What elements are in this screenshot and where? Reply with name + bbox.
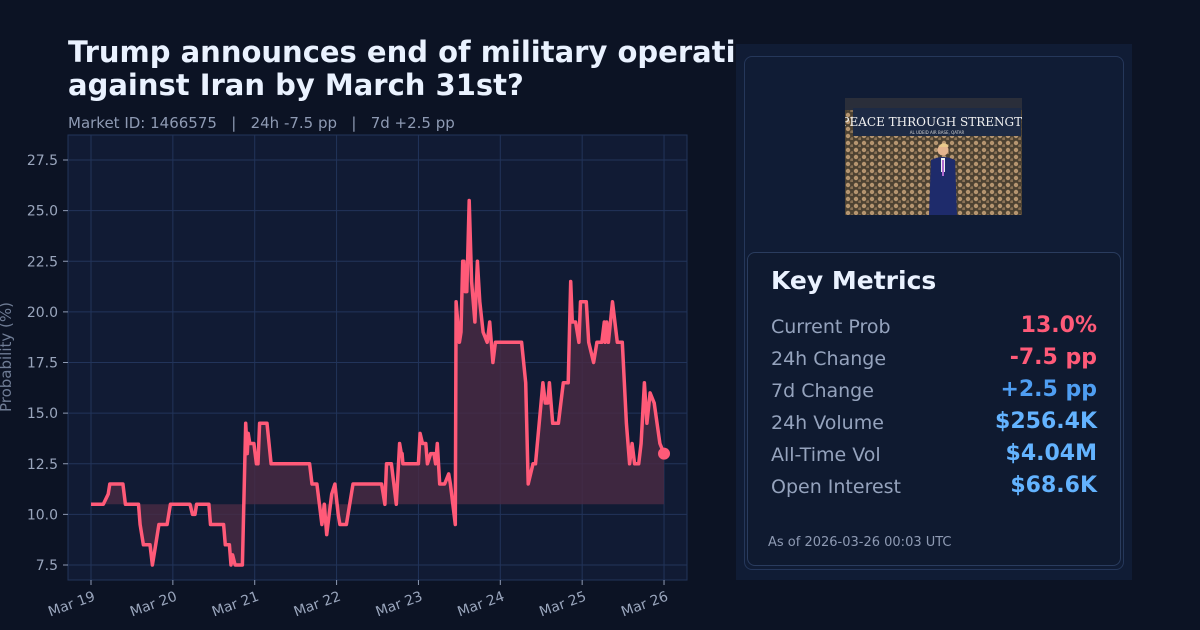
- y-tick-label: 25.0: [27, 204, 58, 220]
- y-tick-label: 15.0: [27, 406, 58, 422]
- market-subtitle: Market ID: 1466575 | 24h -7.5 pp | 7d +2…: [68, 114, 455, 132]
- y-tick-label: 27.5: [27, 153, 58, 169]
- x-tick-label: Mar 22: [292, 589, 343, 621]
- y-axis-label: Probability (%): [0, 302, 15, 412]
- x-tick-label: Mar 25: [537, 589, 588, 621]
- y-tick-label: 22.5: [27, 254, 58, 270]
- metric-label: Open Interest: [771, 476, 902, 498]
- metric-value: -7.5 pp: [1009, 345, 1097, 370]
- y-tick-label: 20.0: [27, 305, 58, 321]
- key-metrics-card: Key Metrics Current Prob 13.0% 24h Chang…: [747, 252, 1121, 566]
- x-tick-label: Mar 19: [46, 589, 97, 621]
- y-tick-label: 12.5: [27, 457, 58, 473]
- banner-text: PEACE THROUGH STRENGTH: [845, 115, 1022, 129]
- as-of-timestamp: As of 2026-03-26 00:03 UTC: [768, 535, 952, 550]
- x-tick-label: Mar 20: [128, 589, 179, 621]
- key-metrics-title: Key Metrics: [771, 266, 937, 295]
- metric-open-interest: Open Interest $68.6K: [771, 473, 1097, 503]
- event-photo: PEACE THROUGH STRENGTH AL UDEID AIR BASE…: [845, 98, 1022, 215]
- x-tick-label: Mar 21: [210, 589, 261, 621]
- y-tick-label: 7.5: [36, 558, 58, 574]
- probability-chart: 7.5 10.0 12.5 15.0 17.5 20.0 22.5 25.0 27.5 Mar …: [0, 134, 688, 621]
- probability-line: [91, 198, 666, 567]
- page-title: Trump announces end of military operatio…: [68, 35, 794, 102]
- metric-current-prob: Current Prob 13.0%: [771, 313, 1097, 343]
- side-panel-frame: [744, 56, 1124, 570]
- metric-value: $256.4K: [995, 409, 1097, 434]
- x-tick-label: Mar 26: [619, 589, 670, 621]
- metric-24h-volume: 24h Volume $256.4K: [771, 409, 1097, 439]
- metric-label: 7d Change: [771, 380, 874, 402]
- metric-value: 13.0%: [1020, 313, 1097, 338]
- market-image: PEACE THROUGH STRENGTH AL UDEID AIR BASE…: [845, 98, 1022, 215]
- metric-label: 24h Change: [771, 348, 887, 370]
- x-tick-label: Mar 24: [455, 589, 506, 621]
- metric-label: All-Time Vol: [771, 444, 881, 466]
- metric-label: Current Prob: [771, 316, 891, 338]
- metric-7d-change: 7d Change +2.5 pp: [771, 377, 1097, 407]
- y-tick-label: 10.0: [27, 507, 58, 523]
- y-tick-label: 17.5: [27, 356, 58, 372]
- metric-value: $4.04M: [1005, 441, 1097, 466]
- current-value-dot: [658, 447, 671, 460]
- metric-value: $68.6K: [1010, 473, 1097, 498]
- metric-label: 24h Volume: [771, 412, 884, 434]
- x-tick-label: Mar 23: [374, 589, 425, 621]
- metric-all-time-vol: All-Time Vol $4.04M: [771, 441, 1097, 471]
- probability-area-fill: [91, 200, 665, 565]
- banner-subtext: AL UDEID AIR BASE, QATAR: [910, 130, 965, 135]
- metric-24h-change: 24h Change -7.5 pp: [771, 345, 1097, 375]
- metric-value: +2.5 pp: [1000, 377, 1097, 402]
